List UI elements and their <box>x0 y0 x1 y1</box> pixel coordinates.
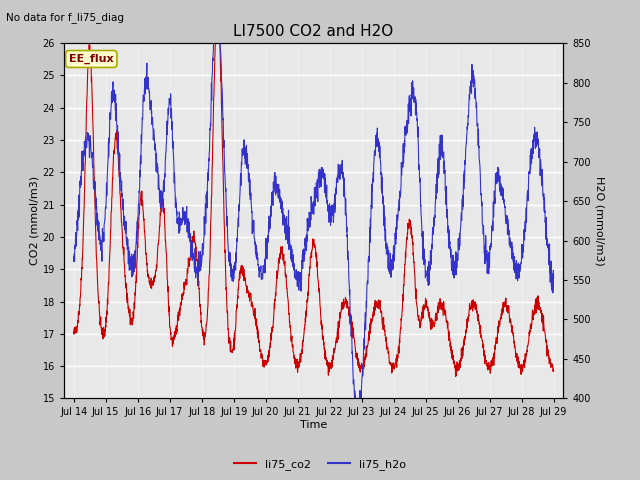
Legend: li75_co2, li75_h2o: li75_co2, li75_h2o <box>230 455 410 474</box>
Text: No data for f_li75_diag: No data for f_li75_diag <box>6 12 124 23</box>
Y-axis label: CO2 (mmol/m3): CO2 (mmol/m3) <box>29 176 40 265</box>
Title: LI7500 CO2 and H2O: LI7500 CO2 and H2O <box>234 24 394 39</box>
Y-axis label: H2O (mmol/m3): H2O (mmol/m3) <box>595 176 605 265</box>
X-axis label: Time: Time <box>300 420 327 430</box>
Text: EE_flux: EE_flux <box>69 54 114 64</box>
